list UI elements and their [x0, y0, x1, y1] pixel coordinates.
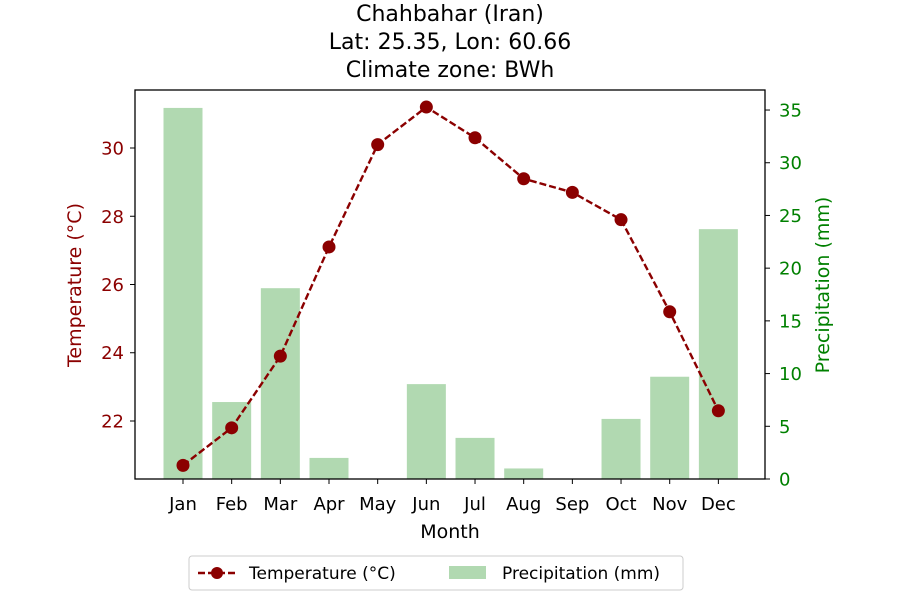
x-tick-label-apr: Apr — [313, 494, 345, 515]
temperature-point-nov — [663, 305, 677, 319]
temperature-point-feb — [225, 421, 239, 435]
x-tick-label-oct: Oct — [605, 494, 636, 515]
left-tick-label: 30 — [101, 139, 124, 160]
precipitation-bar-nov — [650, 376, 690, 479]
legend-temperature-marker — [211, 567, 223, 579]
precipitation-bar-apr — [309, 457, 349, 479]
right-axis-ticks: 0 5 10 15 20 25 30 35 — [765, 101, 802, 491]
temperature-line-path — [182, 105, 720, 467]
chart-title: Chahbahar (Iran) Lat: 25.35, Lon: 60.66 … — [329, 2, 571, 83]
precipitation-bar-feb — [212, 402, 252, 479]
right-tick-label: 0 — [779, 470, 790, 491]
right-tick-label: 35 — [779, 101, 802, 122]
precipitation-bar-dec — [698, 229, 738, 479]
right-tick-label: 5 — [779, 417, 790, 438]
temperature-point-sep — [565, 185, 579, 199]
precipitation-bar-jul — [455, 437, 495, 479]
temperature-point-apr — [322, 240, 336, 254]
x-tick-label-jul: Jul — [463, 494, 486, 515]
left-axis-ticks: 22 24 26 28 30 — [101, 139, 135, 432]
temperature-point-jul — [468, 131, 482, 145]
temperature-point-may — [371, 138, 385, 152]
x-tick-label-sep: Sep — [555, 494, 589, 515]
temperature-point-jan — [176, 458, 190, 472]
left-tick-label: 24 — [101, 343, 124, 364]
precipitation-bar-jun — [406, 384, 446, 479]
left-tick-label: 22 — [101, 411, 124, 432]
title-line-2: Lat: 25.35, Lon: 60.66 — [329, 30, 571, 55]
left-axis-label: Temperature (°C) — [64, 203, 86, 368]
x-axis-label: Month — [420, 521, 480, 543]
x-tick-label-mar: Mar — [263, 494, 298, 515]
legend: Temperature (°C) Precipitation (mm) — [188, 555, 684, 591]
right-tick-label: 25 — [779, 206, 802, 227]
title-line-1: Chahbahar (Iran) — [356, 2, 544, 27]
x-tick-label-jan: Jan — [168, 494, 197, 515]
temperature-line — [176, 100, 725, 472]
precipitation-bar-mar — [260, 288, 300, 479]
legend-precipitation-label: Precipitation (mm) — [502, 564, 660, 584]
x-tick-label-dec: Dec — [701, 494, 736, 515]
temperature-point-mar — [273, 349, 287, 363]
right-tick-label: 15 — [779, 311, 802, 332]
left-tick-label: 28 — [101, 207, 124, 228]
x-tick-label-may: May — [359, 494, 397, 515]
legend-temperature-label: Temperature (°C) — [248, 564, 396, 584]
x-tick-label-jun: Jun — [411, 494, 440, 515]
x-tick-label-nov: Nov — [652, 494, 687, 515]
x-tick-label-feb: Feb — [216, 494, 248, 515]
temperature-point-aug — [517, 172, 531, 186]
right-tick-label: 10 — [779, 364, 802, 385]
legend-precipitation-swatch — [449, 566, 486, 579]
left-tick-label: 26 — [101, 275, 124, 296]
temperature-point-jun — [419, 100, 433, 114]
precipitation-bar-jan — [163, 107, 203, 479]
x-axis-ticks: Jan Feb Mar Apr May Jun Jul Aug Sep Oct Nov Dec — [168, 479, 736, 515]
precipitation-bar-aug — [504, 468, 544, 479]
temperature-point-oct — [614, 213, 628, 227]
x-tick-label-aug: Aug — [506, 494, 541, 515]
title-line-3: Climate zone: BWh — [346, 58, 555, 83]
right-tick-label: 30 — [779, 153, 802, 174]
right-tick-label: 20 — [779, 259, 802, 280]
temperature-point-dec — [711, 404, 725, 418]
precipitation-bar-oct — [601, 418, 641, 479]
legend-frame — [188, 555, 684, 591]
precipitation-bars — [163, 107, 738, 479]
right-axis-label: Precipitation (mm) — [812, 197, 834, 374]
